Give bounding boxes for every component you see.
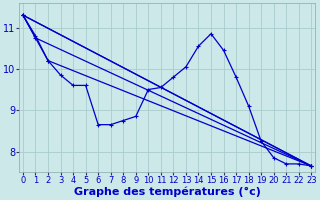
X-axis label: Graphe des températures (°c): Graphe des températures (°c) bbox=[74, 187, 260, 197]
